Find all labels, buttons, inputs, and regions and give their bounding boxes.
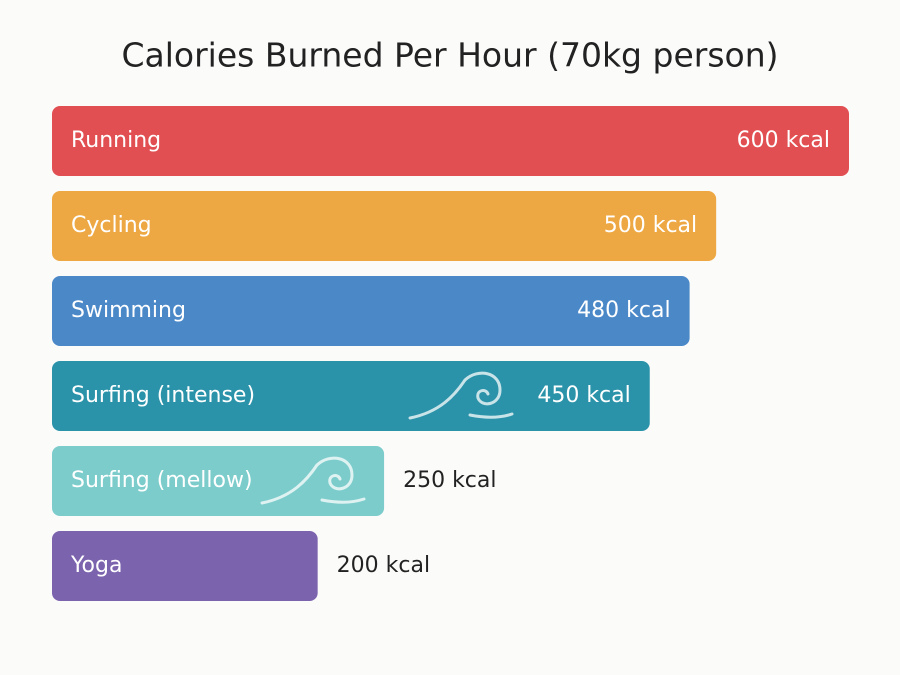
wave-icon <box>260 456 354 505</box>
bar <box>52 361 650 431</box>
bar <box>52 106 849 176</box>
wave-icons <box>260 371 514 505</box>
value-label: 480 kcal <box>577 298 670 323</box>
category-label: Running <box>71 128 161 153</box>
value-label: 200 kcal <box>337 553 430 578</box>
category-label: Swimming <box>71 298 186 323</box>
bars: Running 600 kcal Cycling 500 kcal Swimming 48… <box>52 106 849 601</box>
wave-icon <box>408 371 502 420</box>
bar <box>52 446 385 516</box>
bar <box>52 276 690 346</box>
bar <box>52 531 318 601</box>
value-label: 500 kcal <box>604 213 697 238</box>
value-label: 250 kcal <box>403 468 496 493</box>
value-label: 600 kcal <box>737 128 830 153</box>
value-label: 450 kcal <box>537 383 630 408</box>
wave-icon <box>468 412 514 419</box>
category-label: Surfing (intense) <box>71 383 255 408</box>
chart-title: Calories Burned Per Hour (70kg person) <box>121 36 778 75</box>
category-label: Cycling <box>71 213 152 238</box>
bar <box>52 191 717 261</box>
category-label: Yoga <box>70 553 122 578</box>
wave-icon <box>320 497 366 504</box>
category-label: Surfing (mellow) <box>71 468 253 493</box>
